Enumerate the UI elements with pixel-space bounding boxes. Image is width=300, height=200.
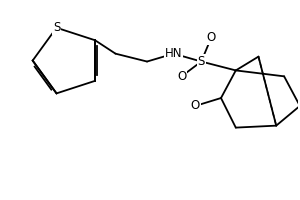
Text: HN: HN	[165, 47, 182, 60]
Text: S: S	[53, 21, 60, 34]
Text: O: O	[206, 31, 216, 44]
Text: S: S	[198, 55, 205, 68]
Text: O: O	[191, 99, 200, 112]
Text: O: O	[177, 70, 186, 83]
